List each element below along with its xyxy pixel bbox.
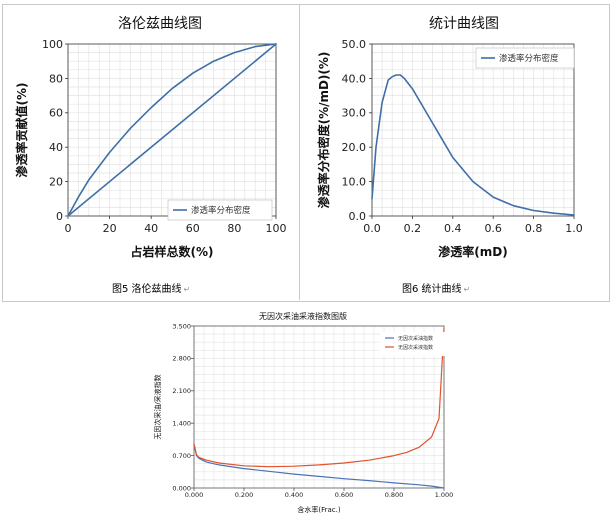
x-axis-label: 含水率(Frac.) [297, 505, 340, 514]
legend-label-0: 渗透率分布密度 [499, 53, 559, 64]
x-axis-label: 占岩样总数(%) [131, 244, 214, 259]
lorenz-curve-chart: 洛伦兹曲线图 0 20 40 60 80 100 0 20 40 60 80 100 占岩样总数(%) 渗透… [14, 16, 287, 259]
y-tick-label: 20.0 [342, 141, 367, 154]
y-tick-label: 2.800 [172, 355, 191, 363]
x-tick-label: 0.400 [285, 491, 304, 499]
y-axis-label: 渗透率分布密度(%/mD)(%) [316, 52, 331, 209]
figure-divider [299, 4, 300, 300]
caption-fig6-text: 图6 统计曲线 [402, 284, 462, 295]
x-tick-label: 0.2 [404, 222, 422, 235]
plot-area-frame [371, 43, 575, 217]
y-tick-label: 100 [42, 38, 63, 51]
x-tick-label: 0.0 [363, 222, 381, 235]
plot-area-frame [193, 325, 445, 489]
x-tick-label: 80 [227, 222, 241, 235]
legend-label-0: 无因次采油指数 [398, 335, 433, 342]
series-line-0 [371, 74, 575, 216]
y-tick-label: 40.0 [342, 72, 367, 85]
legend-box [380, 332, 450, 356]
chart-title: 洛伦兹曲线图 [118, 16, 202, 32]
x-tick-label: 60 [186, 222, 200, 235]
y-tick-label: 0.0 [349, 210, 367, 223]
return-mark-icon: ↵ [183, 285, 191, 294]
y-tick-label: 10.0 [342, 175, 367, 188]
x-tick-label: 1.0 [565, 222, 583, 235]
y-tick-label: 2.100 [172, 387, 191, 395]
x-tick-label: 0.6 [484, 222, 502, 235]
x-tick-label: 0.000 [185, 491, 204, 499]
x-tick-label: 0 [65, 222, 72, 235]
legend-box [475, 47, 575, 69]
x-tick-label: 1.000 [435, 491, 454, 499]
series-line-1 [67, 43, 277, 217]
x-tick-label: 0.4 [444, 222, 462, 235]
x-tick-label: 20 [103, 222, 117, 235]
x-tick-label: 0.200 [235, 491, 254, 499]
legend-label-1: 无因次采液指数 [398, 344, 433, 351]
y-tick-label: 40 [49, 141, 63, 154]
series-line-0 [193, 443, 445, 489]
series-line-1 [193, 327, 445, 468]
return-mark-icon: ↵ [463, 285, 471, 294]
legend-label-0: 渗透率分布密度 [191, 205, 251, 216]
x-tick-label: 0.600 [335, 491, 354, 499]
chart-title: 无因次采油采液指数图版 [259, 311, 347, 321]
caption-fig5-text: 图5 洛伦兹曲线 [112, 284, 182, 295]
x-tick-label: 100 [266, 222, 287, 235]
x-tick-label: 0.8 [525, 222, 543, 235]
statistics-curve-chart: 统计曲线图 0.0 0.2 0.4 0.6 0.8 1.0 0.0 10.0 20.0 30.0 40… [316, 16, 583, 259]
y-tick-label: 1.400 [172, 419, 191, 427]
x-axis-label: 渗透率(mD) [438, 244, 507, 259]
y-axis-label: 渗透率贡献值(%) [14, 83, 29, 178]
legend-box [167, 199, 273, 221]
x-tick-label: 0.800 [385, 491, 404, 499]
y-axis-label: 无因次采油/采液指数 [153, 374, 162, 439]
y-tick-label: 0.000 [172, 484, 191, 492]
series-line-0 [67, 43, 277, 217]
caption-fig5: 图5 洛伦兹曲线 ↵ [112, 280, 190, 295]
y-tick-label: 50.0 [342, 38, 367, 51]
productivity-index-chart: 无因次采油采液指数图版 0.000 0.200 0.400 0.600 0.800 1.00… [153, 311, 454, 514]
y-tick-label: 3.500 [172, 322, 191, 330]
chart-title: 统计曲线图 [429, 16, 499, 32]
y-tick-label: 60 [49, 107, 63, 120]
y-tick-label: 0.700 [172, 452, 191, 460]
caption-fig6: 图6 统计曲线 ↵ [402, 280, 470, 295]
y-tick-label: 0 [56, 210, 63, 223]
x-tick-label: 40 [144, 222, 158, 235]
y-tick-label: 20 [49, 175, 63, 188]
y-tick-label: 30.0 [342, 107, 367, 120]
y-tick-label: 80 [49, 72, 63, 85]
